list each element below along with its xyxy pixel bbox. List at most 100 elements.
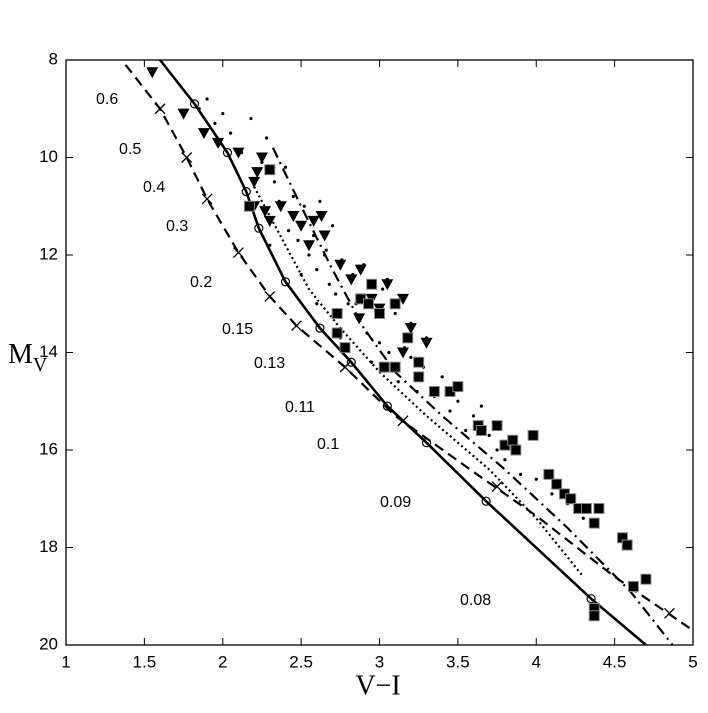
star-dot	[534, 477, 538, 481]
star-dot	[197, 107, 201, 111]
triangle-marker	[248, 176, 261, 188]
square-marker	[243, 200, 255, 212]
star-dot	[381, 287, 385, 291]
plot-frame	[65, 59, 694, 646]
square-marker	[475, 425, 487, 436]
star-dot	[286, 229, 291, 233]
square-marker	[452, 381, 464, 393]
star-dot	[415, 389, 419, 394]
triangle-marker	[177, 108, 190, 120]
circle-marker	[586, 594, 596, 604]
mass-label: 0.6	[96, 91, 118, 108]
triangle-marker	[334, 259, 347, 271]
square-marker	[389, 298, 401, 310]
cross-marker	[264, 290, 276, 302]
square-marker	[621, 539, 633, 551]
x-tick-label: 4.5	[603, 652, 627, 671]
star-dot	[518, 472, 523, 476]
y-tick-label: 10	[39, 147, 58, 166]
cross-marker	[232, 247, 244, 259]
y-tick-label: 16	[39, 439, 58, 458]
triangle-marker	[318, 230, 331, 242]
square-marker	[491, 420, 503, 432]
square-marker	[640, 573, 652, 585]
cross-marker	[201, 193, 213, 205]
cross-marker	[491, 481, 503, 493]
square-marker	[374, 308, 385, 319]
mass-label: 0.5	[119, 141, 141, 158]
x-tick-label: 5	[688, 652, 697, 671]
x-tick-label: 1.5	[133, 652, 157, 671]
star-dot	[464, 428, 468, 433]
x-tick-label: 4	[532, 652, 541, 671]
star-dot	[312, 233, 316, 238]
star-dot	[221, 112, 225, 116]
square-marker	[331, 327, 343, 339]
triangle-marker	[345, 274, 358, 286]
star-dot	[581, 516, 585, 520]
mass-label: 0.3	[166, 218, 188, 235]
mass-label: 0.13	[254, 355, 285, 372]
cross-marker	[397, 415, 409, 427]
star-dot	[393, 311, 397, 316]
circle-marker	[254, 223, 264, 233]
star-dot	[296, 238, 300, 242]
isochrone-line	[271, 147, 674, 645]
triangle-marker	[354, 264, 367, 276]
triangle-marker	[146, 67, 159, 79]
isochrone-line	[124, 64, 693, 632]
square-marker	[510, 444, 522, 456]
square-marker	[593, 503, 605, 514]
triangle-marker	[381, 279, 394, 291]
x-tick-label: 2.5	[289, 652, 313, 671]
cross-marker	[154, 103, 166, 115]
y-axis-label-subscript: V	[33, 354, 48, 376]
star-dot	[377, 341, 382, 345]
star-dot	[409, 355, 413, 359]
cross-marker	[339, 361, 351, 373]
cross-marker	[181, 152, 193, 163]
x-tick-label: 1	[61, 652, 70, 671]
star-dot	[370, 360, 374, 364]
star-dot	[265, 136, 269, 140]
y-tick-label: 14	[39, 342, 58, 361]
mass-label: 0.2	[190, 274, 212, 291]
star-dot	[318, 199, 322, 203]
cross-marker	[290, 320, 302, 332]
star-dot	[396, 380, 400, 384]
star-dot	[495, 448, 499, 452]
star-dot	[346, 302, 350, 306]
circle-marker	[346, 357, 356, 367]
circle-marker	[222, 148, 233, 158]
square-marker	[580, 503, 592, 514]
star-dot	[307, 253, 311, 257]
x-tick-label: 3.5	[446, 652, 470, 671]
circle-marker	[382, 401, 392, 411]
triangle-marker	[404, 323, 417, 335]
mass-label: 0.15	[222, 321, 253, 338]
star-dot	[327, 282, 331, 286]
square-marker	[413, 356, 425, 368]
triangle-marker	[251, 167, 264, 179]
star-dot	[487, 433, 491, 437]
triangle-marker	[255, 152, 268, 164]
square-marker	[331, 308, 343, 319]
square-marker	[389, 361, 401, 373]
x-tick-label: 3	[375, 652, 384, 671]
y-axis-label-main: M	[8, 339, 33, 370]
star-dot	[365, 331, 369, 335]
star-dot	[315, 302, 319, 306]
star-dot	[291, 194, 295, 199]
mass-label: 0.08	[460, 592, 491, 609]
star-dot	[205, 97, 209, 101]
mass-label: 0.4	[143, 179, 165, 196]
star-dot	[440, 375, 444, 379]
circle-marker	[280, 277, 291, 287]
star-dot	[330, 224, 335, 228]
square-marker	[543, 468, 555, 480]
star-dot	[323, 253, 327, 257]
triangle-marker	[197, 128, 210, 140]
y-tick-label: 12	[39, 244, 58, 263]
y-tick-label: 18	[39, 537, 58, 556]
